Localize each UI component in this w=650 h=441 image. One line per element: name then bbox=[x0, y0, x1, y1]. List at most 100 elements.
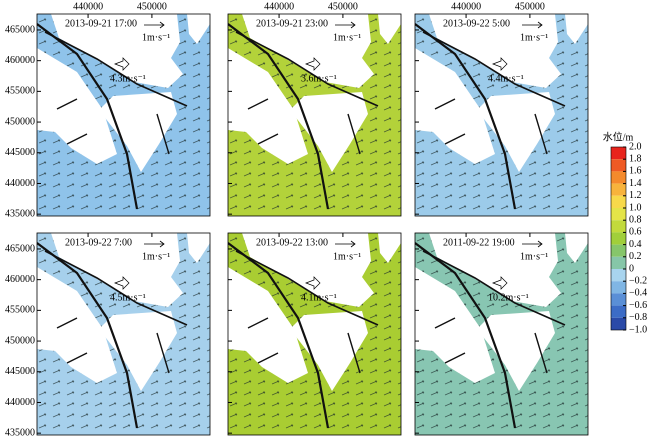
y-tick-label: 460000 bbox=[5, 274, 35, 285]
panel-frame bbox=[36, 232, 211, 436]
y-tick-label: 465000 bbox=[5, 24, 35, 35]
wind-icon bbox=[492, 276, 508, 290]
colorbar-segment bbox=[611, 171, 626, 184]
title-bg bbox=[252, 236, 342, 249]
scale-label: 1m·s⁻¹ bbox=[333, 32, 361, 43]
scale-label: 1m·s⁻¹ bbox=[520, 251, 548, 262]
wind-icon bbox=[492, 57, 508, 71]
colorbar-segment bbox=[611, 269, 626, 282]
title-bg bbox=[61, 17, 151, 30]
panel-title: 2013-09-22 13:00 bbox=[256, 237, 328, 248]
panel-frame bbox=[227, 232, 402, 436]
colorbar-segment bbox=[611, 220, 626, 233]
map-panel bbox=[228, 233, 401, 435]
x-tick-label: 440000 bbox=[73, 1, 103, 12]
colorbar-tick-label: 1.8 bbox=[629, 153, 642, 164]
colorbar-tick-label: 1.6 bbox=[629, 166, 642, 177]
wind-icon bbox=[305, 276, 321, 290]
colorbar-tick-label: 0.4 bbox=[629, 239, 642, 250]
map-panel bbox=[415, 233, 588, 435]
colorbar-tick-label: 1.0 bbox=[629, 202, 642, 213]
colorbar-segment bbox=[611, 195, 626, 208]
wind-label: 4.3m·s⁻¹ bbox=[110, 73, 146, 84]
colorbar-tick-label: 1.2 bbox=[629, 190, 642, 201]
y-tick-label: 450000 bbox=[5, 116, 35, 127]
y-tick-label: 460000 bbox=[5, 55, 35, 66]
y-tick-label: 450000 bbox=[5, 335, 35, 346]
colorbar-tick-label: −0.6 bbox=[629, 300, 647, 311]
x-tick-label: 450000 bbox=[137, 1, 167, 12]
title-bg bbox=[252, 17, 342, 30]
colorbar-segment bbox=[611, 305, 626, 318]
wind-label: 10.2m·s⁻¹ bbox=[488, 292, 529, 303]
colorbar-tick-label: 0 bbox=[629, 263, 634, 274]
colorbar-segment bbox=[611, 317, 626, 330]
colorbar-frame bbox=[610, 146, 627, 331]
colorbar-segment bbox=[611, 159, 626, 172]
colorbar-tick-label: −0.2 bbox=[629, 275, 647, 286]
map-panel bbox=[37, 14, 210, 216]
colorbar-segment bbox=[611, 244, 626, 257]
y-tick-label: 435000 bbox=[5, 208, 35, 219]
colorbar-segment bbox=[611, 281, 626, 294]
colorbar-segment bbox=[611, 232, 626, 245]
scale-arrow bbox=[144, 240, 165, 248]
colorbar-segment bbox=[611, 208, 626, 221]
title-bg bbox=[61, 236, 151, 249]
wind-label: 4.4m·s⁻¹ bbox=[488, 73, 524, 84]
x-tick-label: 440000 bbox=[264, 1, 294, 12]
wind-label: 3.6m·s⁻¹ bbox=[301, 73, 337, 84]
colorbar-segment bbox=[611, 256, 626, 269]
map-panel bbox=[37, 233, 210, 435]
scale-arrow bbox=[522, 240, 543, 248]
scale-arrow bbox=[335, 240, 356, 248]
wind-icon bbox=[114, 57, 130, 71]
y-tick-label: 445000 bbox=[5, 366, 35, 377]
x-tick-label: 450000 bbox=[515, 1, 545, 12]
x-tick-label: 440000 bbox=[451, 1, 481, 12]
panel-frame bbox=[414, 13, 589, 217]
title-bg bbox=[439, 17, 529, 30]
scale-label: 1m·s⁻¹ bbox=[142, 251, 170, 262]
y-tick-label: 465000 bbox=[5, 243, 35, 254]
scale-label: 1m·s⁻¹ bbox=[142, 32, 170, 43]
colorbar-tick-label: 0.2 bbox=[629, 251, 642, 262]
panel-title: 2013-09-22 5:00 bbox=[443, 18, 510, 29]
y-tick-label: 445000 bbox=[5, 147, 35, 158]
y-tick-label: 435000 bbox=[5, 427, 35, 436]
scale-arrow bbox=[522, 21, 543, 29]
wind-icon bbox=[114, 276, 130, 290]
y-tick-label: 455000 bbox=[5, 305, 35, 316]
colorbar-tick-label: −1.0 bbox=[629, 324, 647, 335]
colorbar-tick-label: 0.6 bbox=[629, 227, 642, 238]
y-tick-label: 440000 bbox=[5, 397, 35, 408]
colorbar-tick-label: 2.0 bbox=[629, 141, 642, 152]
scale-arrow bbox=[144, 21, 165, 29]
y-tick-label: 440000 bbox=[5, 178, 35, 189]
y-tick-label: 455000 bbox=[5, 86, 35, 97]
colorbar-segment bbox=[611, 183, 626, 196]
title-bg bbox=[439, 236, 529, 249]
scale-arrow bbox=[335, 21, 356, 29]
panel-title: 2013-09-21 23:00 bbox=[256, 18, 328, 29]
panel-title: 2013-09-22 7:00 bbox=[65, 237, 132, 248]
colorbar-tick-label: 1.4 bbox=[629, 178, 642, 189]
scale-label: 1m·s⁻¹ bbox=[333, 251, 361, 262]
panel-title: 2013-09-21 17:00 bbox=[65, 18, 137, 29]
colorbar-tick-label: −0.8 bbox=[629, 312, 647, 323]
colorbar-tick-label: −0.4 bbox=[629, 288, 647, 299]
wind-label: 4.1m·s⁻¹ bbox=[301, 292, 337, 303]
colorbar-tick-label: 0.8 bbox=[629, 214, 642, 225]
panel-frame bbox=[227, 13, 402, 217]
colorbar-title: 水位/m bbox=[603, 130, 634, 143]
colorbar-segment bbox=[611, 147, 626, 160]
map-panel bbox=[415, 14, 588, 216]
scale-label: 1m·s⁻¹ bbox=[520, 32, 548, 43]
x-tick-label: 450000 bbox=[328, 1, 358, 12]
wind-icon bbox=[305, 57, 321, 71]
panel-frame bbox=[414, 232, 589, 436]
map-panel bbox=[228, 14, 401, 216]
panel-frame bbox=[36, 13, 211, 217]
panel-title: 2011-09-22 19:00 bbox=[443, 237, 515, 248]
